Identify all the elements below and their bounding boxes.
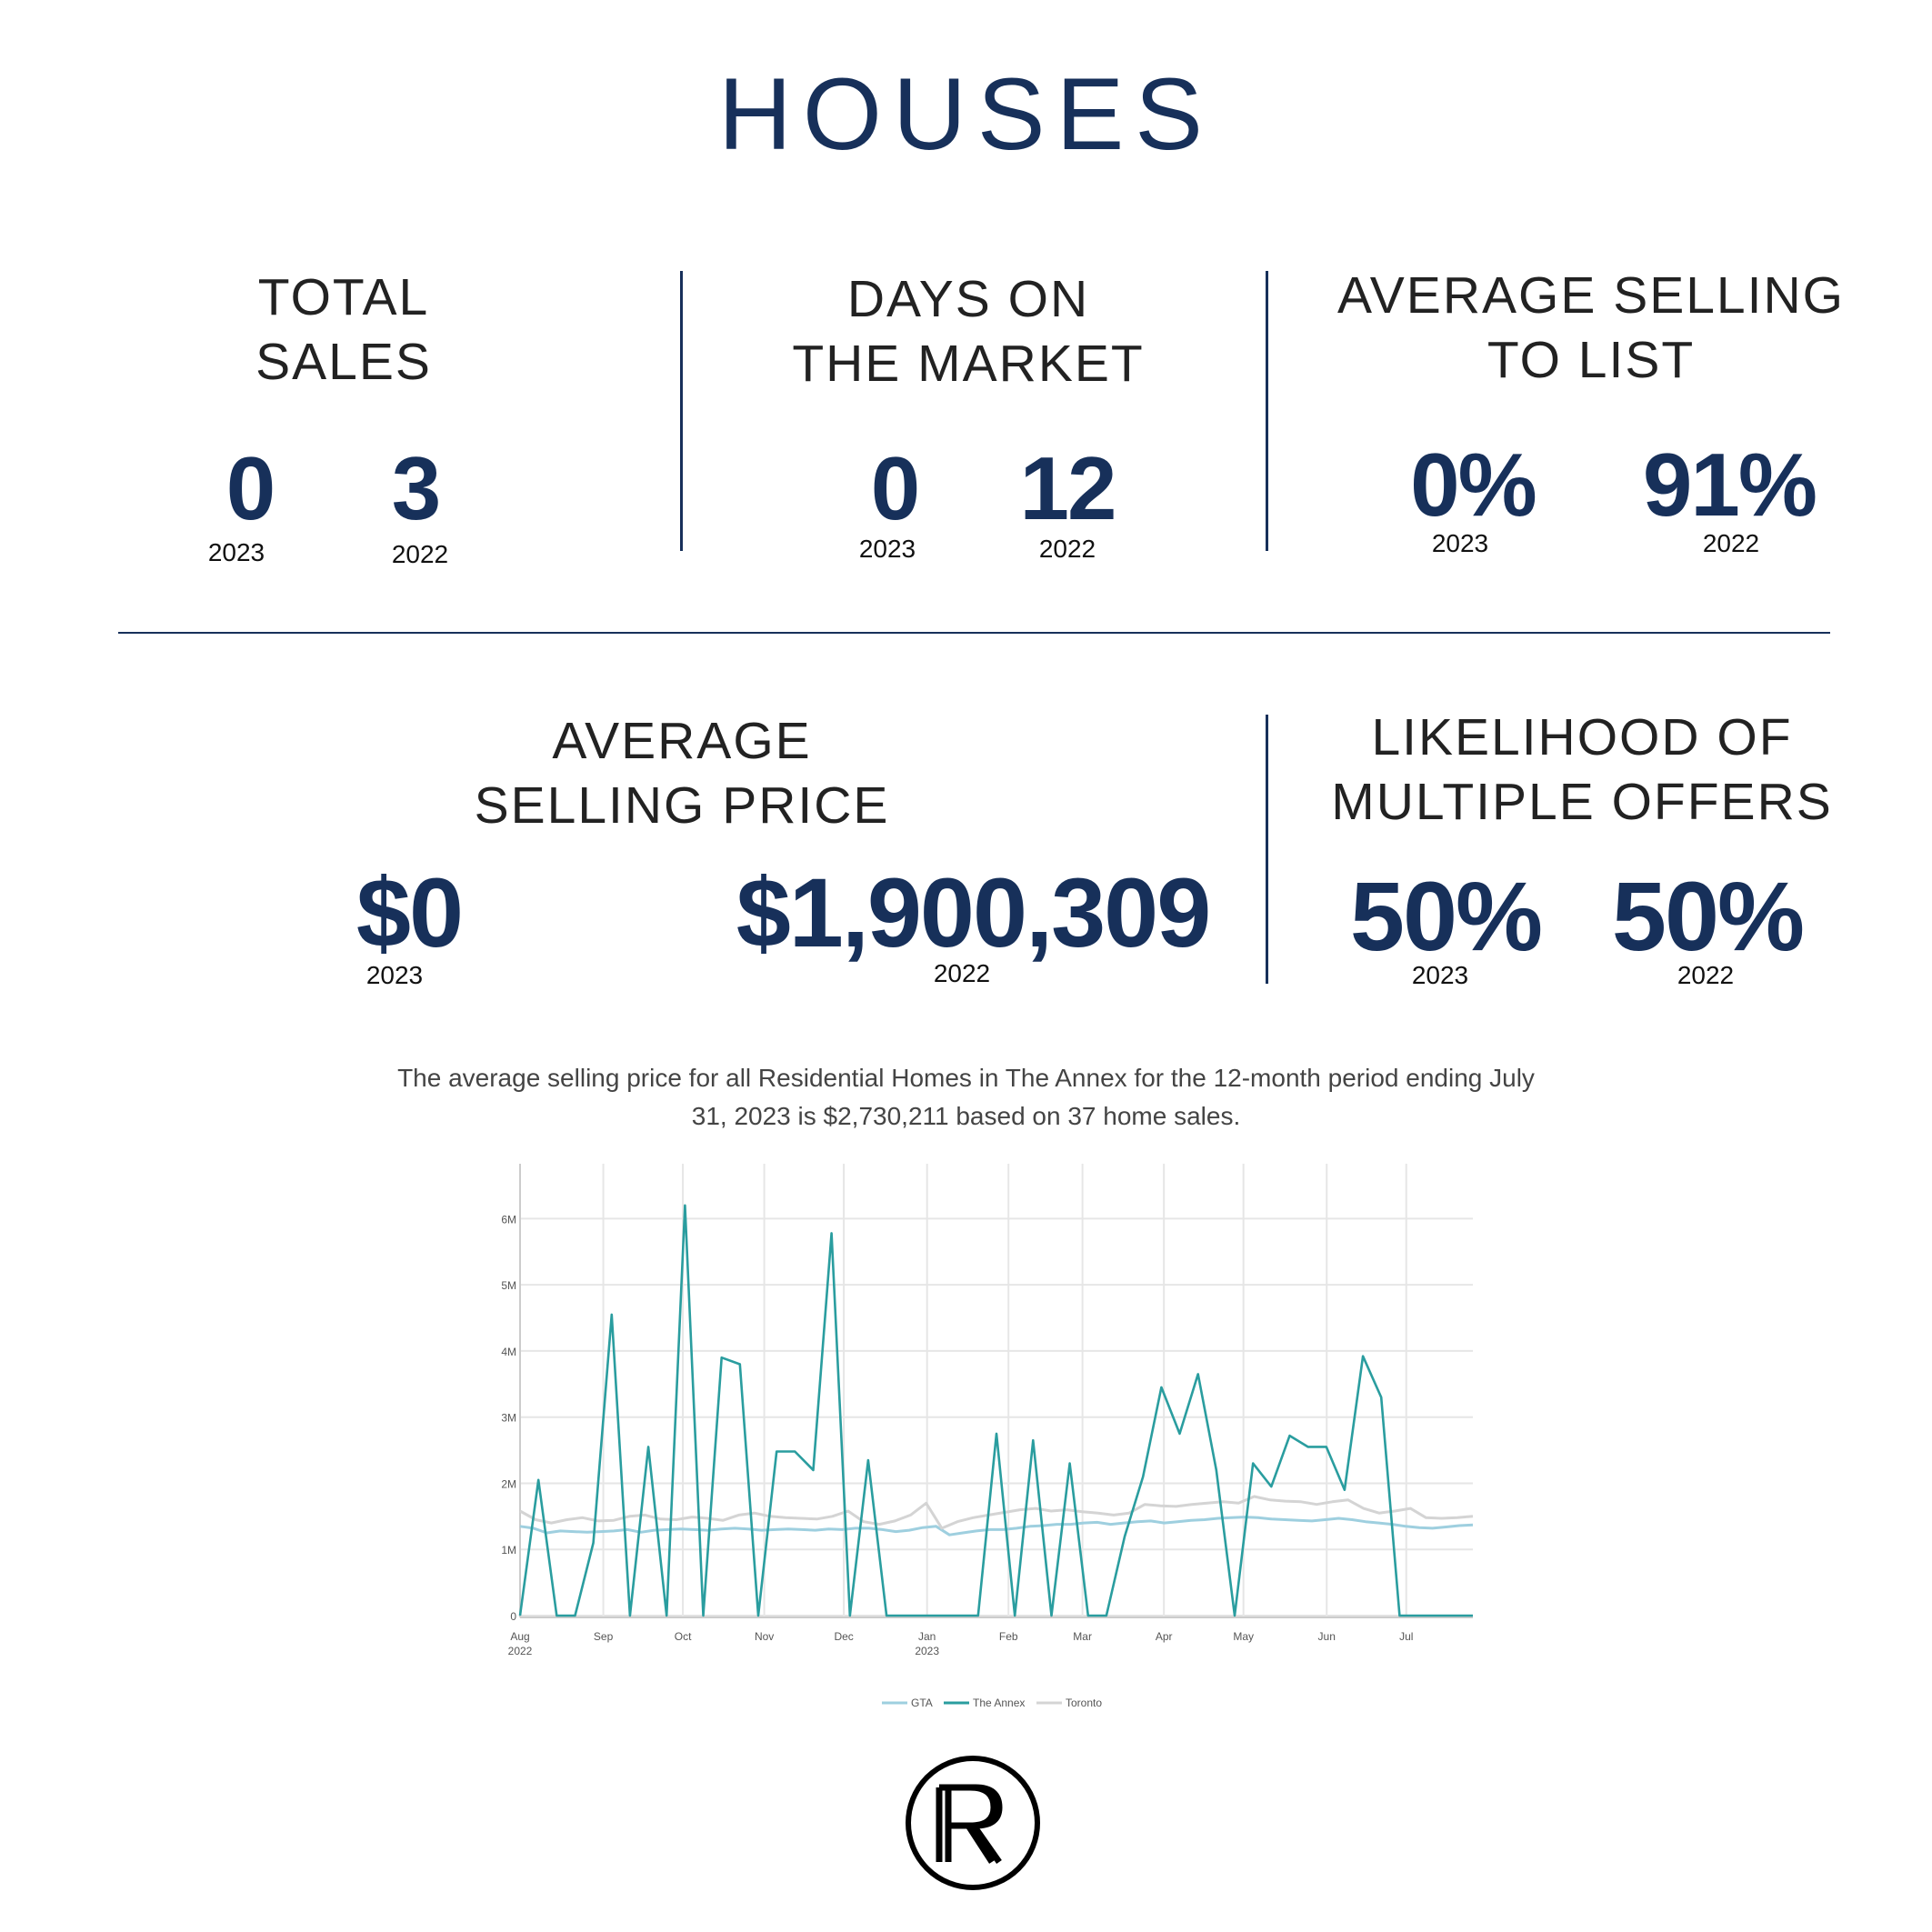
series-line-toronto (519, 1495, 1474, 1530)
x-tick-label: Dec (834, 1630, 853, 1643)
avg-selling-price-2023-year: 2023 (365, 961, 424, 989)
total-sales-2022-year: 2022 (391, 540, 449, 568)
x-tick-label: Aug (510, 1630, 529, 1643)
x-tick-label: May (1233, 1630, 1254, 1643)
x-tick-label: Jul (1399, 1630, 1413, 1643)
divider-2 (1266, 271, 1268, 551)
multiple-offers-2022-value: 50% (1611, 861, 1805, 971)
selling-to-list-label: AVERAGE SELLING TO LIST (1337, 266, 1845, 389)
total-sales-2023-year: 2023 (207, 538, 265, 566)
y-tick-label: 2M (501, 1477, 516, 1490)
legend-label: GTA (911, 1697, 933, 1709)
x-tick-label: Jan (918, 1630, 936, 1643)
days-on-market-2022-value: 12 (1019, 438, 1116, 538)
x-tick-label: Apr (1156, 1630, 1173, 1643)
days-on-market-2023-year: 2023 (858, 535, 916, 563)
selling-to-list-2022-value: 91% (1642, 435, 1817, 535)
multiple-offers-label: LIKELIHOOD OF MULTIPLE OFFERS (1331, 708, 1833, 831)
legend-label: Toronto (1066, 1697, 1102, 1709)
y-tick-label: 1M (501, 1544, 516, 1557)
series-line-the-annex (518, 1204, 1473, 1617)
x-tick-year-label: 2023 (915, 1645, 939, 1657)
x-tick-label: Mar (1073, 1630, 1092, 1643)
selling-to-list-2023-value: 0% (1410, 435, 1537, 535)
x-tick-label: Feb (999, 1630, 1018, 1643)
page-title: HOUSES (718, 57, 1214, 171)
multiple-offers-2023-year: 2023 (1411, 961, 1469, 989)
section-divider (118, 632, 1830, 634)
total-sales-2023-value: 0 (225, 438, 276, 538)
days-on-market-2023-value: 0 (870, 438, 921, 538)
selling-to-list-2023-year: 2023 (1431, 529, 1489, 557)
avg-selling-price-2022-year: 2022 (933, 959, 991, 987)
y-tick-label: 4M (501, 1346, 516, 1358)
selling-to-list-2022-year: 2022 (1702, 529, 1760, 557)
summary-text: The average selling price for all Reside… (397, 1064, 1535, 1130)
x-tick-label: Nov (755, 1630, 774, 1643)
total-sales-2022-value: 3 (391, 438, 442, 538)
x-tick-label: Jun (1318, 1630, 1336, 1643)
y-tick-label: 3M (501, 1412, 516, 1425)
rr-logo (906, 1756, 1040, 1890)
y-tick-label: 5M (501, 1279, 516, 1292)
multiple-offers-2023-value: 50% (1349, 861, 1543, 971)
x-tick-label: Oct (675, 1630, 692, 1643)
legend-label: The Annex (973, 1697, 1025, 1709)
avg-selling-price-2022-value: $1,900,309 (736, 857, 1212, 967)
avg-selling-price-label: AVERAGE SELLING PRICE (474, 712, 890, 835)
x-tick-label: Sep (594, 1630, 614, 1643)
total-sales-label: TOTAL SALES (255, 268, 432, 391)
y-tick-label: 0 (510, 1610, 516, 1623)
divider-1 (680, 271, 683, 551)
series-line-gta (519, 1516, 1474, 1537)
days-on-market-2022-year: 2022 (1038, 535, 1096, 563)
multiple-offers-2022-year: 2022 (1677, 961, 1735, 989)
y-tick-label: 6M (501, 1213, 516, 1226)
x-tick-year-label: 2022 (508, 1645, 533, 1657)
avg-selling-price-2023-value: $0 (355, 857, 464, 967)
divider-3 (1266, 715, 1268, 984)
days-on-market-label: DAYS ON THE MARKET (792, 270, 1145, 393)
